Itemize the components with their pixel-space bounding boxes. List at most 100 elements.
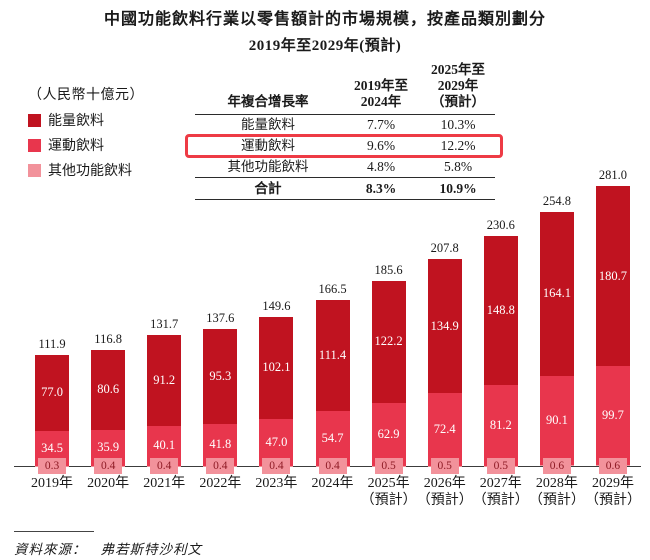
segment-value-label: 47.0	[265, 434, 288, 449]
segment-energy: 148.8	[483, 236, 518, 385]
x-axis-label: 2029年 （預計）	[584, 476, 641, 508]
other-segment-value-label: 0.4	[262, 458, 291, 474]
bar-total-label: 207.8	[430, 240, 459, 255]
bar-group: 111.9 77.0 34.5 0.3 2019年	[24, 180, 80, 491]
bar-total-label: 281.0	[598, 168, 628, 183]
bar-group: 166.5 111.4 54.7 0.4 2024年	[304, 180, 360, 491]
segment-value-label: 90.1	[545, 413, 568, 428]
stacked-bar-chart: 111.9 77.0 34.5 0.3 2019年 116.8 80.6 35.9 0.4 202…	[14, 168, 641, 508]
unit-label: （人民幣十億元）	[28, 88, 144, 103]
segment-sports: 54.7	[315, 411, 350, 466]
bar-total-label: 116.8	[94, 331, 122, 346]
bar-total-label: 137.6	[206, 311, 235, 326]
segment-value-label: 164.1	[542, 286, 571, 301]
legend-label-other: 其他功能飲料	[48, 164, 132, 179]
source-note: 資料來源： 弗若斯特沙利文	[14, 538, 202, 558]
segment-value-label: 134.9	[430, 318, 459, 333]
segment-value-label: 72.4	[433, 421, 456, 436]
x-axis-label: 2024年	[311, 476, 354, 491]
segment-energy: 95.3	[203, 329, 238, 424]
segment-energy: 91.2	[147, 334, 182, 426]
bar-group: 281.0 180.7 99.7 0.6 2029年 （預計）	[585, 168, 641, 508]
other-segment-value-label: 0.5	[430, 458, 459, 474]
bar-stack: 134.9 72.4	[427, 258, 462, 466]
bar-stack: 91.2 40.1	[147, 334, 182, 466]
segment-energy: 77.0	[35, 354, 70, 432]
other-segment-value-label: 0.5	[374, 458, 403, 474]
segment-sports: 99.7	[595, 366, 630, 466]
segment-energy: 80.6	[91, 349, 126, 430]
segment-value-label: 102.1	[262, 360, 291, 375]
bar-group: 137.6 95.3 41.8 0.4 2022年	[192, 180, 248, 491]
cagr-row-total: 合計 8.3% 10.9%	[195, 178, 495, 201]
legend-label-energy: 能量飲料	[48, 114, 104, 129]
segment-value-label: 41.8	[209, 437, 232, 452]
bar-stack: 80.6 35.9	[91, 349, 126, 466]
other-segment-value-label: 0.6	[542, 458, 571, 474]
chart-title-block: 中國功能飲料行業以零售額計的市場規模，按產品類別劃分 2019年至2029年(預…	[0, 5, 650, 55]
chart-subtitle: 2019年至2029年(預計)	[248, 38, 402, 54]
legend-item-energy: 能量飲料	[28, 110, 144, 130]
cagr-row-sports: 運動飲料 9.6% 12.2%	[185, 133, 503, 158]
x-axis-label: 2028年 （預計）	[528, 476, 585, 508]
other-segment-value-label: 0.4	[94, 458, 123, 474]
x-axis-label: 2019年	[31, 476, 74, 491]
bar-group: 185.6 122.2 62.9 0.5 2025年 （預計）	[361, 180, 417, 508]
bar-group: 254.8 164.1 90.1 0.6 2028年 （預計）	[529, 180, 585, 508]
source-divider	[14, 531, 94, 532]
x-axis-label: 2020年	[87, 476, 130, 491]
segment-energy: 134.9	[427, 258, 462, 394]
segment-energy: 164.1	[539, 212, 574, 376]
energy-color-swatch	[28, 113, 41, 127]
segment-sports: 90.1	[539, 375, 574, 466]
other-segment-value-label: 0.4	[150, 458, 179, 474]
segment-energy: 122.2	[371, 281, 406, 403]
bar-stack: 122.2 62.9	[371, 281, 406, 466]
bar-stack: 77.0 34.5	[35, 354, 70, 466]
source-value: 弗若斯特沙利文	[100, 542, 202, 557]
x-axis-label: 2027年 （預計）	[472, 476, 529, 508]
cagr-table-header: 年複合增長率 2019年至 2024年 2025年至 2029年 （預計）	[195, 62, 495, 115]
chart-title: 中國功能飲料行業以零售額計的市場規模，按產品類別劃分	[103, 11, 546, 28]
other-segment-value-label: 0.5	[486, 458, 515, 474]
source-label: 資料來源：	[14, 542, 87, 557]
segment-energy: 111.4	[315, 300, 350, 412]
bar-total-label: 230.6	[486, 218, 515, 233]
bar-group: 230.6 148.8 81.2 0.5 2027年 （預計）	[473, 180, 529, 508]
bar-group: 207.8 134.9 72.4 0.5 2026年 （預計）	[417, 180, 473, 508]
other-segment-value-label: 0.4	[318, 458, 347, 474]
bar-group: 131.7 91.2 40.1 0.4 2021年	[136, 180, 192, 491]
bar-stack: 102.1 47.0	[259, 317, 294, 466]
plot-area: 111.9 77.0 34.5 0.3 2019年 116.8 80.6 35.9 0.4 202…	[14, 168, 641, 508]
segment-sports: 47.0	[259, 418, 294, 466]
bar-stack: 180.7 99.7	[595, 186, 630, 466]
segment-value-label: 34.5	[41, 441, 63, 456]
cagr-metric-header: 年複合增長率	[227, 93, 309, 109]
segment-value-label: 95.3	[209, 368, 232, 383]
segment-value-label: 40.1	[153, 438, 176, 453]
cagr-row-other: 其他功能飲料 4.8% 5.8%	[195, 157, 495, 178]
segment-energy: 102.1	[259, 317, 294, 419]
cagr-table: 年複合增長率 2019年至 2024年 2025年至 2029年 （預計） 能量…	[185, 62, 503, 201]
segment-energy: 180.7	[595, 186, 630, 367]
segment-value-label: 91.2	[153, 372, 176, 387]
bar-total-label: 166.5	[318, 282, 347, 297]
x-axis-label: 2023年	[255, 476, 298, 491]
sports-color-swatch	[28, 138, 41, 152]
bar-stack: 95.3 41.8	[203, 329, 238, 466]
segment-value-label: 148.8	[486, 302, 515, 317]
bar-stack: 164.1 90.1	[539, 212, 574, 466]
segment-sports: 72.4	[427, 393, 462, 466]
segment-value-label: 122.2	[374, 334, 403, 349]
bar-stack: 111.4 54.7	[315, 300, 350, 466]
x-axis-label: 2026年 （預計）	[416, 476, 473, 508]
other-segment-value-label: 0.4	[206, 458, 235, 474]
bar-total-label: 149.6	[262, 299, 291, 314]
legend-item-other: 其他功能飲料	[28, 160, 144, 180]
cagr-row-energy: 能量飲料 7.7% 10.3%	[195, 115, 495, 136]
other-color-swatch	[28, 163, 41, 177]
other-segment-value-label: 0.6	[598, 458, 627, 474]
segment-value-label: 81.2	[489, 417, 512, 432]
legend-label-sports: 運動飲料	[48, 139, 104, 154]
chart-legend: （人民幣十億元） 能量飲料 運動飲料 其他功能飲料	[28, 84, 144, 185]
